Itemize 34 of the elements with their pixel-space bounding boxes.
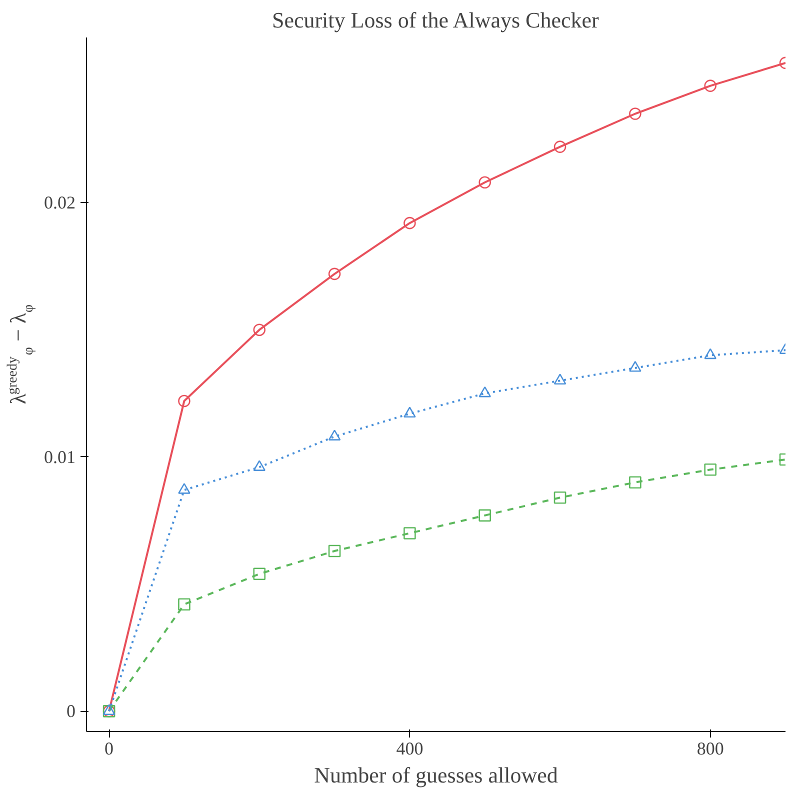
point bbox=[554, 491, 566, 504]
x-tick-label: 0 bbox=[104, 738, 114, 758]
point bbox=[629, 360, 642, 372]
point bbox=[253, 568, 266, 580]
y-axis-title: λgreedyφ − λφ bbox=[6, 304, 36, 404]
x-tick-label: 800 bbox=[696, 738, 724, 758]
point bbox=[404, 527, 416, 540]
point bbox=[404, 406, 416, 418]
x-axis-title: Number of guesses allowed bbox=[314, 762, 558, 788]
point bbox=[629, 476, 642, 489]
point bbox=[328, 544, 341, 558]
point bbox=[404, 216, 416, 230]
point bbox=[178, 482, 190, 494]
point bbox=[554, 140, 566, 153]
point bbox=[178, 394, 190, 408]
point bbox=[253, 324, 266, 336]
point bbox=[328, 268, 341, 280]
point bbox=[478, 509, 492, 522]
y-tick-label: 0.01 bbox=[44, 446, 76, 467]
point bbox=[554, 374, 566, 385]
x-tick-label: 400 bbox=[396, 738, 424, 758]
point bbox=[478, 176, 492, 189]
chart-title: Security Loss of the Always Checker bbox=[272, 8, 600, 32]
point bbox=[253, 460, 266, 471]
point bbox=[704, 80, 716, 92]
point bbox=[478, 386, 492, 398]
point bbox=[178, 598, 190, 611]
y-tick-label: 0.02 bbox=[44, 192, 76, 213]
point bbox=[328, 430, 341, 440]
point bbox=[704, 464, 716, 476]
point bbox=[102, 704, 116, 715]
point bbox=[704, 348, 716, 360]
point bbox=[629, 108, 642, 120]
y-tick-label: 0 bbox=[66, 701, 76, 722]
